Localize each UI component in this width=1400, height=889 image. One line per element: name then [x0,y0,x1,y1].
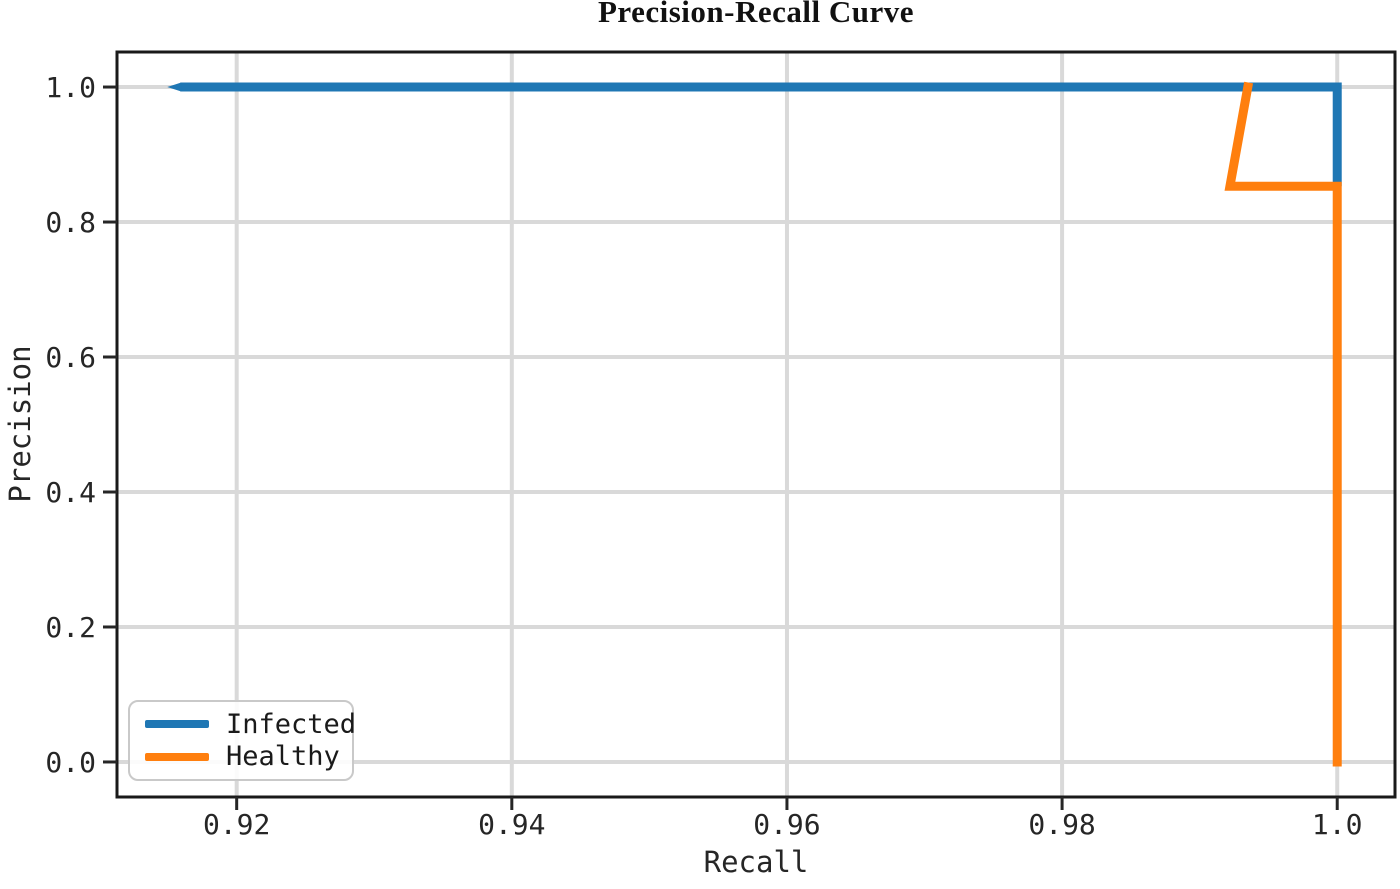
y-tick-label: 0.2 [45,611,96,644]
axes-spines [115,50,1397,799]
legend-item-infected: Infected [145,711,356,738]
y-tick-label: 1.0 [45,71,96,104]
y-tick-label: 0.8 [45,206,96,239]
legend-label-infected: Infected [226,708,357,740]
x-tick-label: 0.92 [203,808,270,841]
x-axis-label: Recall [703,845,809,879]
x-tick-label: 0.96 [753,808,820,841]
chart-title: Precision-Recall Curve [597,0,915,29]
series-line-infected [180,82,1342,187]
series-start-tip [167,82,182,92]
legend-item-healthy: Healthy [145,743,352,770]
healthy-line-swatch [145,752,209,761]
y-tick-label: 0.6 [45,341,96,374]
x-tick-label: 0.98 [1028,808,1095,841]
x-tick-label: 1.0 [1312,808,1363,841]
infected-line-swatch [145,720,209,729]
legend-label-healthy: Healthy [226,741,340,773]
x-tick-label: 0.94 [478,808,545,841]
y-tick-label: 0.4 [45,476,96,509]
series-line-healthy [1224,81,1342,767]
legend: Infected Healthy [128,700,356,781]
y-tick-label: 0.0 [45,746,96,779]
